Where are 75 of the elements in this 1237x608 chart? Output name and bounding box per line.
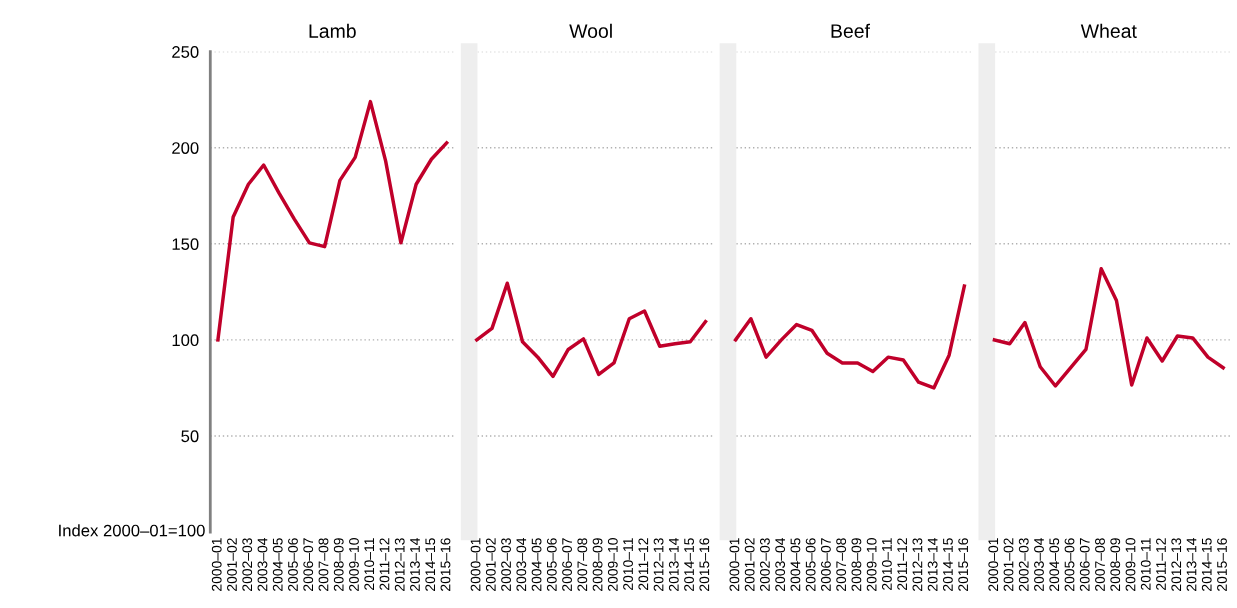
x-tick-label: 2014–15 <box>684 538 694 591</box>
x-tick-label: 2011–12 <box>897 538 908 590</box>
x-tick-label: 2003–04 <box>1034 537 1044 591</box>
x-tick-label: 2005–06 <box>1064 538 1075 591</box>
x-tick-label: 2006–07 <box>562 538 572 591</box>
x-tick-label: 2009–10 <box>349 538 359 591</box>
x-tick-label: 2006–07 <box>1079 538 1090 591</box>
x-tick-label: 2003–04 <box>775 537 786 591</box>
x-tick-label: 2011–12 <box>638 538 649 590</box>
line-series <box>216 99 449 342</box>
x-tick-label: 2010–11 <box>1140 538 1151 590</box>
x-tick-label: 2003–04 <box>257 537 268 591</box>
x-tick-label: 2007–08 <box>1095 538 1105 591</box>
chart-title: Beef <box>831 23 870 38</box>
x-tick-label: 2004–05 <box>272 538 283 591</box>
x-tick-label: 2000–01 <box>211 538 222 591</box>
x-tick-label: 2014–15 <box>1201 538 1212 591</box>
x-tick-label: 2015–16 <box>1217 538 1227 591</box>
x-tick-label: 2000–01 <box>988 538 999 591</box>
x-tick-label: 2015–16 <box>958 538 969 591</box>
x-tick-label: 2014–15 <box>425 538 436 591</box>
x-tick-label: 2000–01 <box>729 538 740 591</box>
x-tick-label: 2005–06 <box>288 538 298 591</box>
x-tick-label: 2010–11 <box>364 538 375 590</box>
x-tick-label: 2013–14 <box>1186 537 1197 591</box>
x-tick-label: 2006–07 <box>303 538 314 591</box>
y-tick-label: 100 <box>172 334 199 347</box>
x-tick-label: 2007–08 <box>577 538 588 591</box>
x-tick-label: 2011–12 <box>1156 538 1166 590</box>
x-tick-label: 2012–13 <box>653 538 664 591</box>
chart-title: Wheat <box>1080 23 1137 38</box>
x-tick-label: 2008–09 <box>592 538 603 591</box>
x-tick-label: 2013–14 <box>927 537 938 591</box>
x-tick-label: 2009–10 <box>607 538 618 591</box>
x-tick-label: 2010–11 <box>623 538 633 590</box>
x-tick-label: 2002–03 <box>759 538 770 591</box>
x-tick-label: 2002–03 <box>1018 538 1029 591</box>
y-axis-title: Index 2000–01=100 <box>59 524 205 537</box>
x-tick-label: 2000–01 <box>470 538 481 591</box>
x-tick-label: 2007–08 <box>318 538 329 591</box>
x-tick-label: 2001–02 <box>227 538 237 591</box>
x-tick-label: 2012–13 <box>912 538 923 591</box>
x-tick-label: 2009–10 <box>866 538 877 591</box>
x-tick-label: 2001–02 <box>1003 538 1014 591</box>
x-tick-label: 2008–09 <box>1110 538 1121 591</box>
x-tick-label: 2013–14 <box>410 537 420 591</box>
x-tick-label: 2015–16 <box>440 538 451 591</box>
x-tick-label: 2008–09 <box>851 538 862 591</box>
x-tick-label: 2002–03 <box>501 538 511 591</box>
x-tick-label: 2004–05 <box>790 538 801 591</box>
x-tick-label: 2001–02 <box>744 538 755 591</box>
chart-title: Lamb <box>309 23 356 38</box>
x-tick-label: 2011–12 <box>379 538 390 590</box>
chart-title: Wool <box>569 23 612 38</box>
y-tick-label: 150 <box>172 238 199 251</box>
x-tick-label: 2010–11 <box>881 538 892 590</box>
x-tick-label: 2004–05 <box>531 538 542 591</box>
x-tick-label: 2008–09 <box>333 538 344 591</box>
x-tick-label: 2001–02 <box>485 538 496 591</box>
x-tick-label: 2005–06 <box>805 538 816 591</box>
x-tick-label: 2012–13 <box>394 538 405 591</box>
x-tick-label: 2007–08 <box>836 538 847 591</box>
y-tick-label: 50 <box>181 430 199 443</box>
x-tick-label: 2003–04 <box>516 537 527 591</box>
x-tick-label: 2012–13 <box>1171 538 1182 591</box>
x-tick-label: 2005–06 <box>546 538 557 591</box>
x-tick-label: 2004–05 <box>1049 538 1060 591</box>
x-tick-label: 2006–07 <box>820 538 831 591</box>
x-tick-label: 2009–10 <box>1125 538 1136 591</box>
y-tick-label: 200 <box>172 142 199 154</box>
x-tick-label: 2013–14 <box>668 537 679 591</box>
x-tick-label: 2014–15 <box>942 538 953 591</box>
x-tick-label: 2002–03 <box>242 538 253 591</box>
x-tick-label: 2015–16 <box>699 538 710 591</box>
y-tick-label: 250 <box>172 46 199 58</box>
